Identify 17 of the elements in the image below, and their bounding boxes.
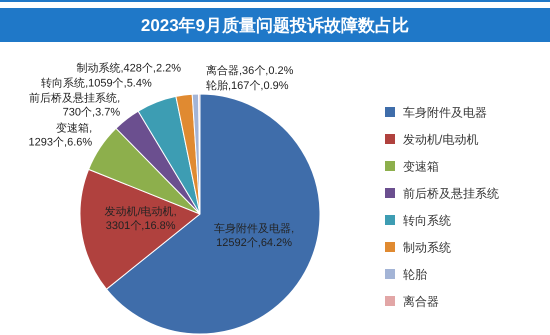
data-label: 离合器,36个,0.2% <box>206 64 294 77</box>
data-label: 变速箱, 1293个,6.6% <box>28 121 92 148</box>
data-label: 发动机/电动机, 3301个,16.8% <box>104 204 177 232</box>
legend-label: 前后桥及悬挂系统 <box>403 186 499 200</box>
chart-title: 2023年9月质量问题投诉故障数占比 <box>140 16 410 35</box>
legend-label: 离合器 <box>403 294 439 308</box>
data-label: 前后桥及悬挂系统, 730个,3.7% <box>29 91 120 118</box>
data-label: 车身附件及电器, 12592个,64.2% <box>214 222 294 249</box>
legend-label: 变速箱 <box>403 160 439 174</box>
legend-label: 轮胎 <box>403 268 427 282</box>
legend-label: 制动系统 <box>403 240 451 254</box>
data-label: 制动系统,428个,2.2% <box>76 61 182 74</box>
legend-label: 转向系统 <box>403 214 451 228</box>
legend-label: 车身附件及电器 <box>403 106 487 120</box>
legend-label: 发动机/电动机 <box>403 132 478 146</box>
data-label: 轮胎,167个,0.9% <box>206 80 289 92</box>
data-label: 转向系统,1059个,5.4% <box>41 76 152 90</box>
